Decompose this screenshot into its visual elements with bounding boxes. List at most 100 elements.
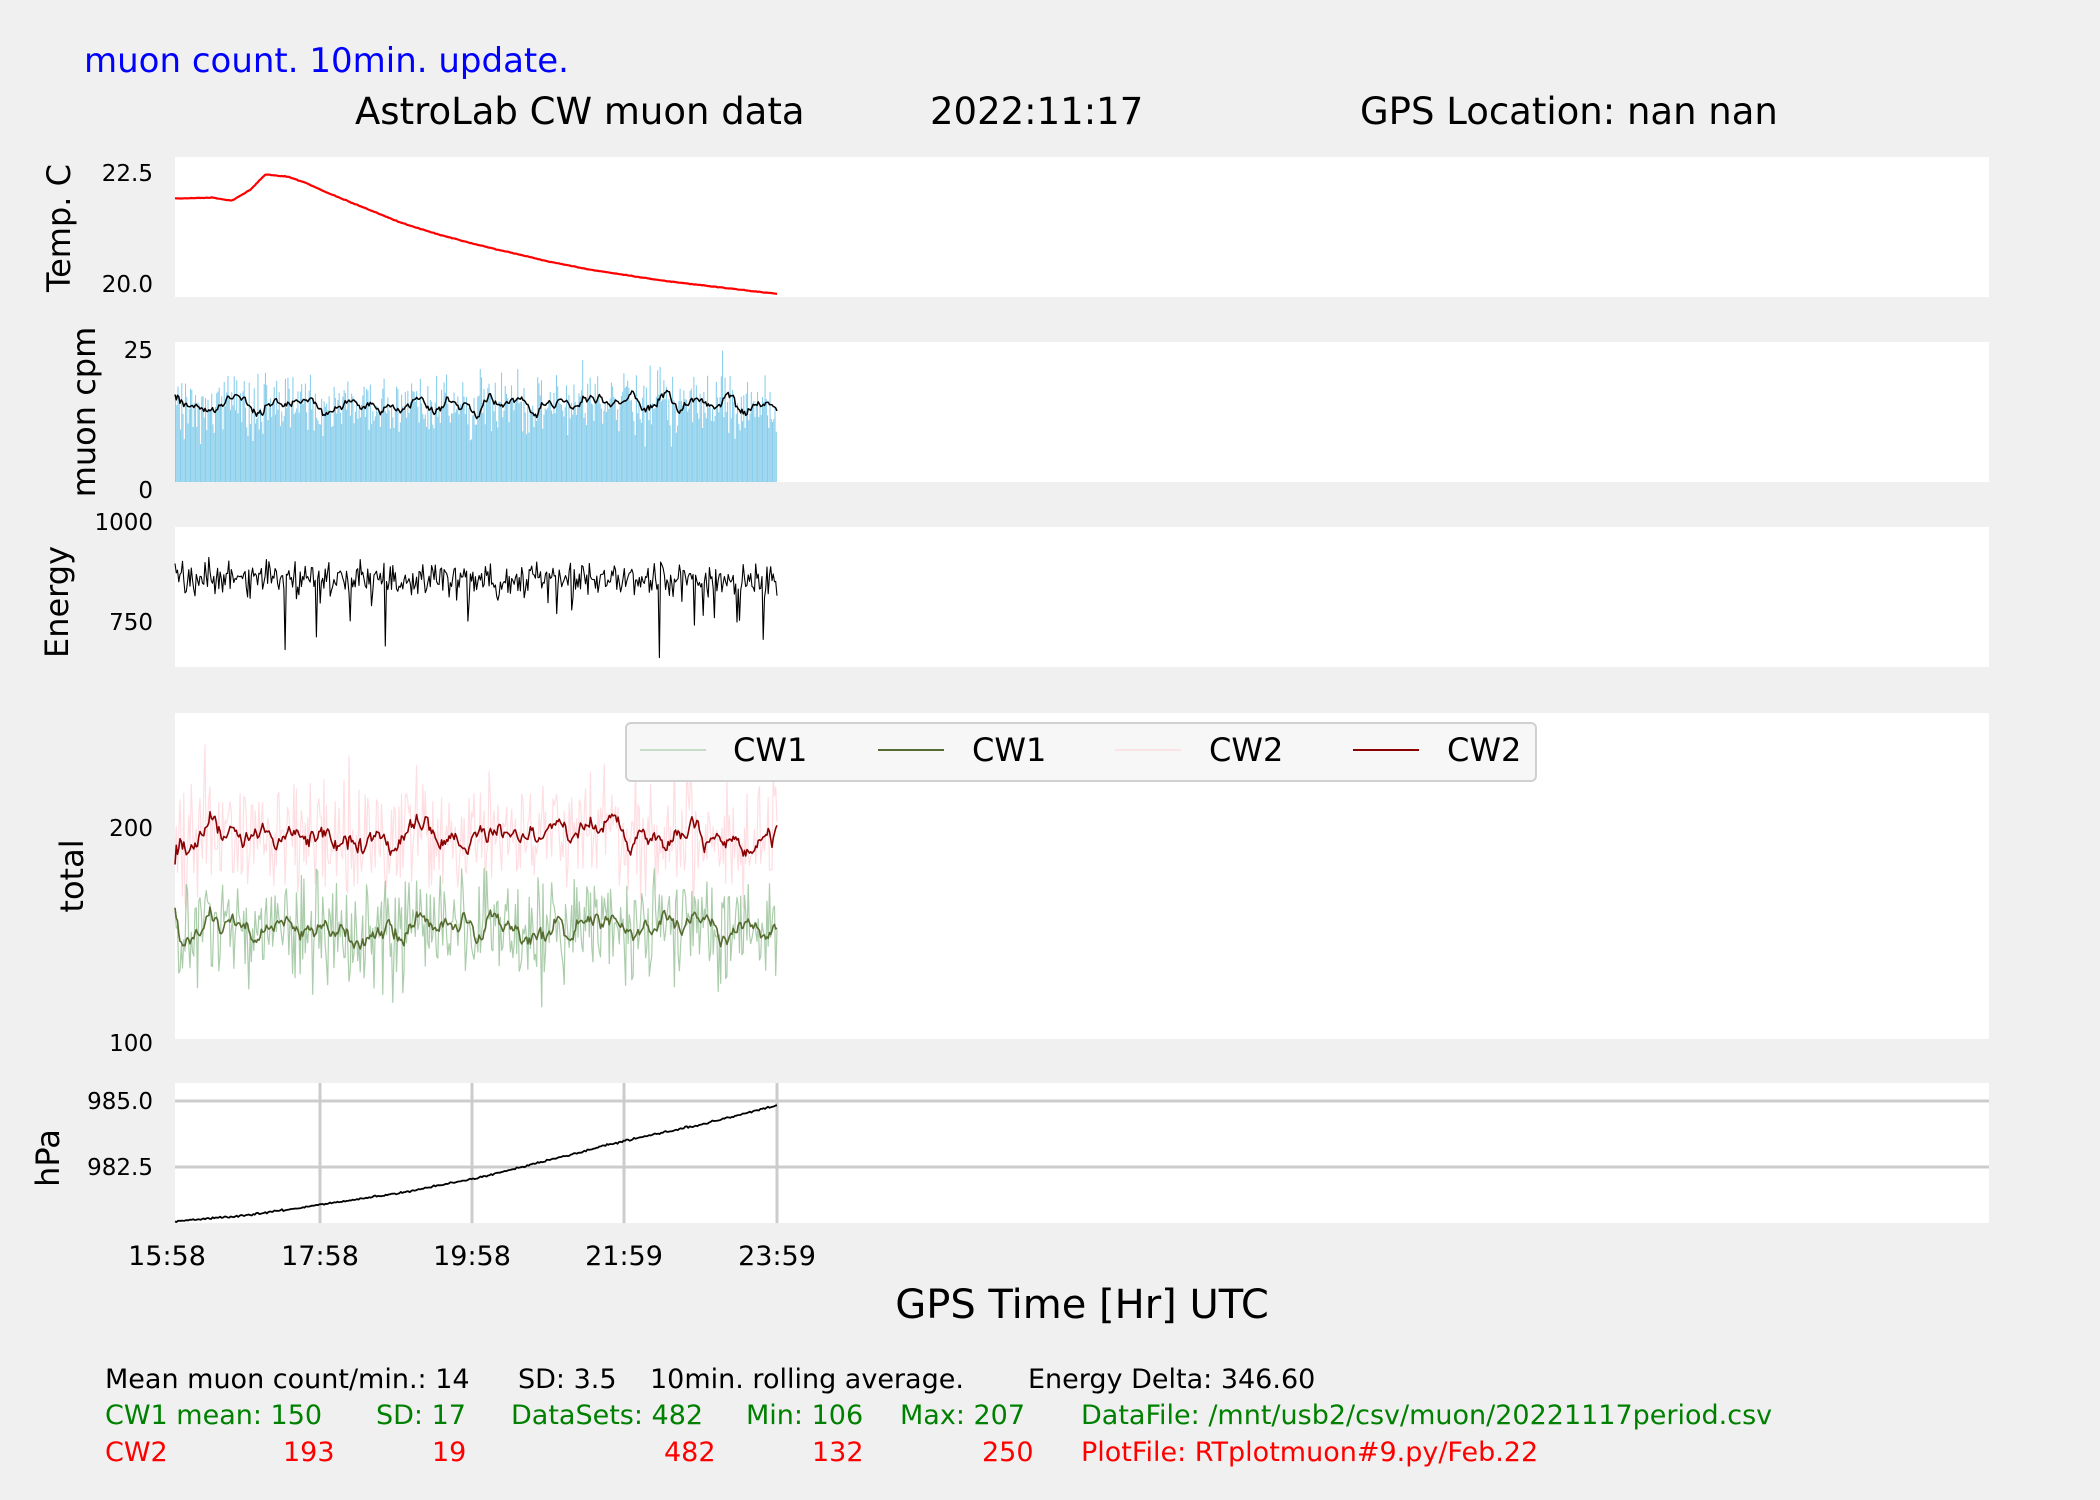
muon-bar: [627, 380, 629, 482]
muon-bar: [402, 406, 404, 482]
muon-bar: [525, 434, 528, 482]
muon-bar: [462, 382, 464, 482]
muon-bar: [624, 387, 626, 482]
muon-bar: [308, 390, 310, 482]
muon-bar: [628, 387, 630, 482]
muon-bar: [719, 397, 721, 482]
muon-bar: [530, 410, 533, 482]
muon-bar: [645, 387, 647, 482]
muon-bar: [316, 417, 318, 482]
muon-bar: [294, 412, 296, 482]
muon-bar: [472, 415, 474, 482]
muon-bar: [490, 431, 493, 482]
energy-panel: [175, 527, 1989, 667]
muon-bar: [341, 423, 343, 482]
muon-bar: [672, 376, 674, 482]
muon-bar: [689, 390, 691, 482]
muon-bar: [382, 388, 384, 482]
legend-label-cw2-raw: CW2: [1209, 731, 1283, 769]
muon-bar: [578, 393, 580, 482]
muon-bar: [498, 401, 500, 482]
muon-bar: [700, 400, 702, 482]
muon-bar: [332, 426, 334, 482]
muon-bar: [226, 392, 228, 482]
muon-bar: [665, 386, 667, 482]
xtick-label: 21:59: [585, 1241, 663, 1272]
muon-bar: [608, 408, 610, 482]
muon-bar: [483, 389, 485, 482]
muon-bar: [422, 414, 424, 482]
muon-bar: [585, 425, 587, 482]
muon-bar: [718, 412, 720, 482]
muon-bar: [238, 398, 240, 482]
muon-bar: [331, 426, 333, 482]
muon-bar: [434, 402, 436, 482]
muon-bar: [244, 407, 246, 482]
muon-bar: [469, 440, 471, 482]
muon-bar: [336, 413, 338, 482]
muon-bar: [605, 412, 607, 482]
muon-bar: [610, 382, 612, 482]
muon-bar: [537, 377, 539, 482]
muon-bar: [287, 377, 289, 482]
muon-bar: [306, 412, 308, 482]
muon-bar: [493, 411, 495, 482]
muon-bar: [625, 386, 627, 482]
temperature-line: [174, 173, 778, 296]
muon-bar: [529, 410, 531, 482]
muon-bar: [540, 380, 543, 482]
muon-bar: [201, 396, 203, 482]
muon-bar: [399, 422, 401, 482]
muon-bar: [572, 414, 574, 482]
muon-bar: [517, 369, 519, 482]
muon-bar: [477, 396, 479, 482]
muon-bar: [560, 404, 562, 482]
muon-bar: [685, 399, 687, 482]
energy-line: [174, 556, 778, 659]
muon-bar: [589, 377, 591, 482]
legend: CW1 CW1 CW2 CW2: [625, 722, 1537, 782]
muon-bar: [258, 429, 260, 482]
muon-bar: [524, 412, 526, 482]
muon-bar: [266, 385, 268, 482]
muon-bar: [423, 419, 425, 482]
muon-bar: [194, 395, 197, 482]
muon-bar: [769, 392, 771, 482]
stat-cw1-max: Max: 207: [900, 1400, 1025, 1431]
muon-bar: [212, 424, 214, 482]
muon-bar: [369, 384, 371, 482]
muon-bar: [298, 412, 300, 482]
muon-bar: [504, 385, 506, 482]
muon-bar: [208, 409, 210, 482]
x-axis-label: GPS Time [Hr] UTC: [895, 1282, 1269, 1328]
muon-bar: [474, 424, 476, 482]
muon-bar: [489, 394, 491, 482]
muon-bar: [457, 396, 459, 482]
muon-bar: [303, 398, 305, 482]
muon-bar: [384, 411, 386, 482]
muon-bar: [466, 396, 468, 482]
muon-bar: [456, 409, 458, 482]
muon-bar: [359, 417, 361, 482]
muon-bar: [725, 411, 727, 482]
muon-bar: [452, 413, 454, 482]
muon-bar: [326, 403, 328, 482]
muon-bar: [724, 377, 726, 482]
muon-bar: [288, 388, 290, 482]
muon-bar: [323, 401, 325, 482]
muon-bar: [667, 419, 669, 482]
muon-bar: [367, 390, 369, 482]
xtick-label: 23:59: [738, 1241, 816, 1272]
muon-bar: [338, 393, 340, 482]
muon-bar: [278, 392, 280, 482]
muon-bar: [773, 419, 775, 482]
muon-bar: [548, 401, 550, 482]
muon-bar: [534, 416, 536, 482]
muon-bar: [744, 427, 746, 482]
muon-bar: [282, 421, 284, 482]
muon-bar: [644, 446, 646, 482]
muon-bar: [231, 392, 233, 482]
muon-bar: [674, 405, 676, 482]
muon-bar: [688, 408, 690, 482]
muon-bar: [622, 391, 624, 482]
